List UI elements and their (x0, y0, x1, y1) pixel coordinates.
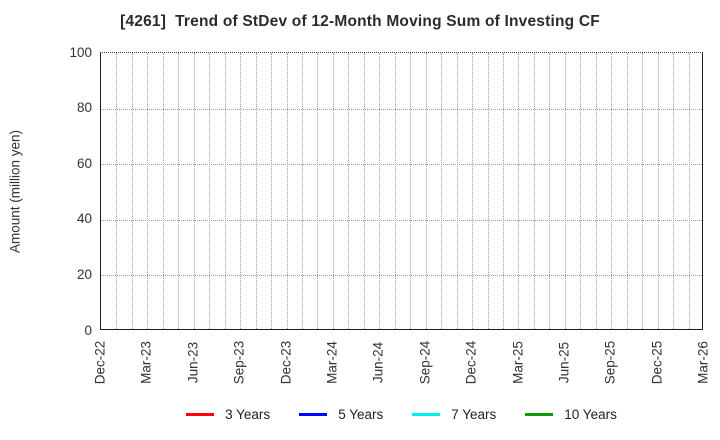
v-gridline (503, 53, 504, 329)
v-gridline (363, 53, 365, 329)
v-gridline (456, 53, 458, 329)
x-tick-label: Dec-23 (278, 340, 293, 385)
x-tick-label: Dec-25 (649, 340, 665, 385)
x-tick-label: Jun-25 (556, 341, 572, 384)
v-gridline (302, 53, 303, 329)
v-gridline (441, 53, 443, 329)
chart-title: [4261] Trend of StDev of 12-Month Moving… (120, 13, 600, 30)
v-gridline (394, 53, 396, 329)
y-tick-label: 80 (76, 100, 92, 116)
legend: 3 Years 5 Years 7 Years 10 Years (100, 401, 703, 427)
x-tick-label: Mar-23 (138, 341, 154, 384)
plot-area (100, 52, 703, 330)
legend-label: 10 Years (564, 406, 617, 422)
legend-line-swatch (412, 412, 441, 416)
v-gridline (209, 53, 211, 329)
v-gridline (379, 53, 381, 329)
legend-item-7-years: 7 Years (412, 407, 496, 422)
legend-label: 3 Years (225, 406, 271, 422)
v-gridline (271, 53, 273, 329)
y-tick-label: 100 (69, 44, 92, 60)
v-gridline (657, 53, 659, 329)
v-gridline (673, 53, 675, 329)
y-tick-label: 0 (84, 322, 92, 338)
v-gridline (564, 53, 566, 329)
h-gridline (101, 164, 702, 166)
v-gridline (131, 53, 133, 329)
legend-line-swatch (299, 412, 328, 416)
legend-item-3-years: 3 Years (186, 407, 270, 422)
v-gridline (224, 53, 226, 329)
legend-line-swatch (186, 412, 215, 416)
x-tick-label: Sep-23 (231, 340, 247, 385)
v-gridline (162, 53, 164, 329)
x-tick-label: Jun-23 (185, 341, 201, 384)
x-tick-label: Mar-26 (695, 341, 711, 384)
y-tick-label: 40 (76, 211, 92, 227)
v-gridline (317, 53, 319, 329)
v-gridline (611, 53, 613, 329)
v-gridline (332, 53, 334, 329)
v-gridline (595, 53, 597, 329)
v-gridline (116, 53, 118, 329)
legend-label: 5 Years (338, 406, 384, 422)
x-tick-label: Sep-25 (602, 340, 618, 385)
y-axis-label: Amount (million yen) (7, 129, 23, 254)
v-gridline (425, 53, 427, 329)
v-gridline (626, 53, 628, 329)
v-gridline (472, 53, 474, 329)
v-gridline (348, 53, 350, 329)
v-gridline (286, 53, 288, 329)
x-tick-label: Mar-24 (324, 341, 340, 384)
x-tick-label: Dec-24 (463, 340, 479, 385)
y-tick-label: 60 (76, 155, 92, 171)
v-gridline (487, 53, 489, 329)
legend-label: 7 Years (451, 406, 497, 422)
v-gridline (193, 53, 195, 329)
v-gridline (518, 53, 520, 329)
v-gridline (178, 53, 180, 329)
v-gridline (240, 53, 242, 329)
legend-item-5-years: 5 Years (299, 407, 383, 422)
h-gridline (101, 275, 702, 277)
v-gridline (147, 53, 149, 329)
h-gridline (101, 108, 702, 110)
x-tick-label: Jun-24 (370, 341, 386, 384)
legend-item-10-years: 10 Years (525, 407, 617, 422)
v-gridline (410, 53, 412, 329)
v-gridline (688, 53, 690, 329)
v-gridline (580, 53, 582, 329)
h-gridline (101, 219, 702, 221)
x-tick-label: Dec-22 (92, 340, 108, 385)
y-tick-label: 20 (76, 266, 92, 282)
v-gridline (533, 53, 535, 329)
legend-line-swatch (525, 412, 554, 416)
v-gridline (642, 53, 644, 329)
x-tick-label: Sep-24 (417, 340, 433, 385)
v-gridline (255, 53, 257, 329)
x-tick-label: Mar-25 (510, 341, 525, 384)
v-gridline (549, 53, 551, 329)
